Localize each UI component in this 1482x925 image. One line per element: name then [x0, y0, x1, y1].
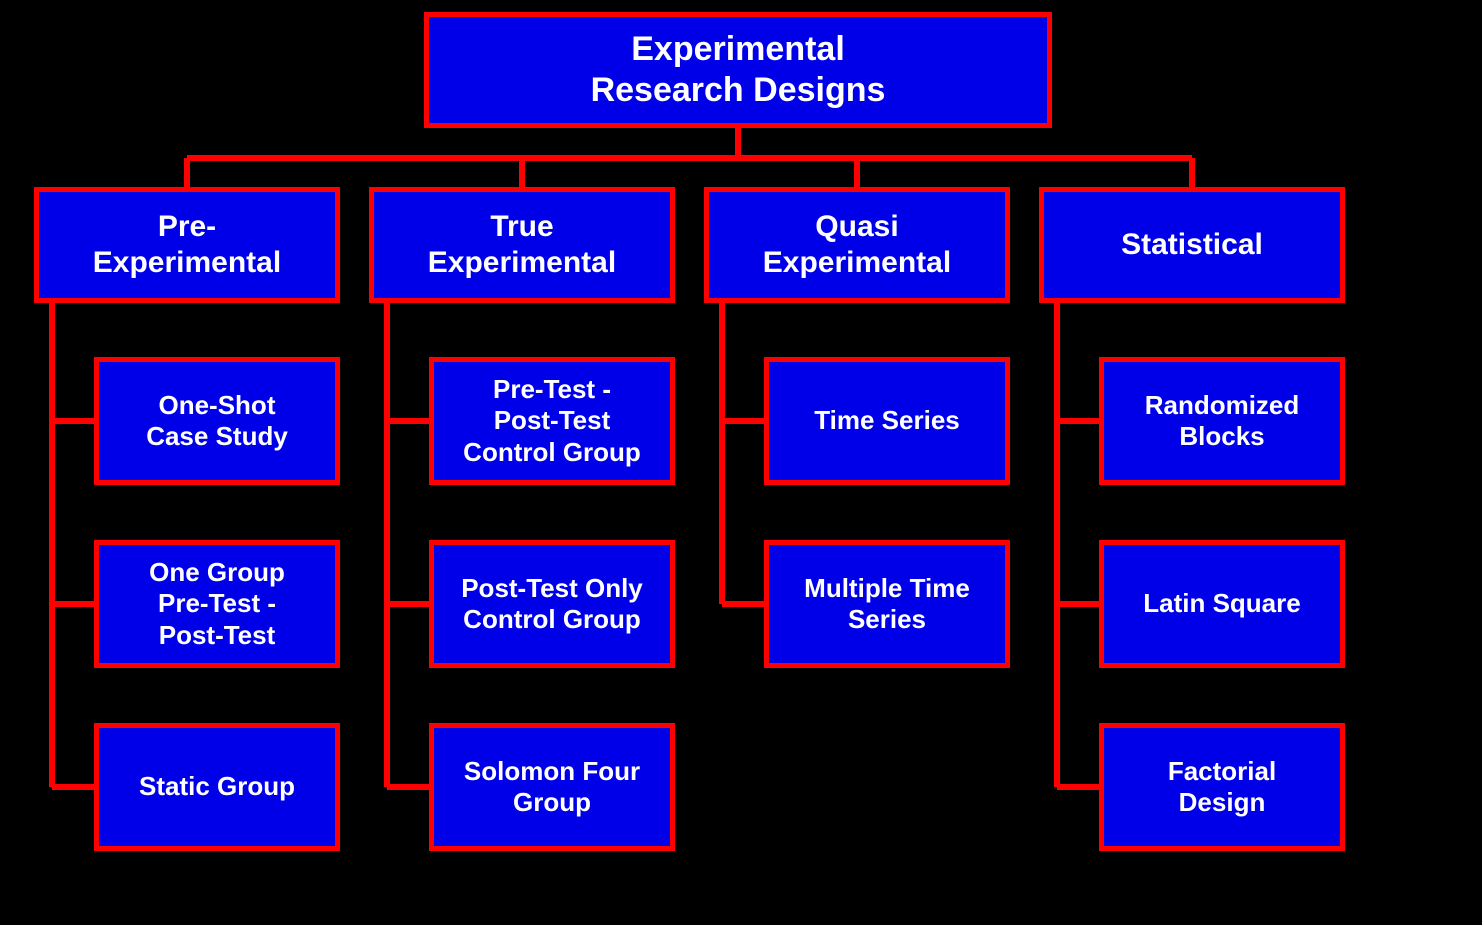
node-factorial-design: FactorialDesign	[1099, 723, 1345, 851]
node-posttest-only-control: Post-Test OnlyControl Group	[429, 540, 675, 668]
node-pretest-posttest-control: Pre-Test -Post-TestControl Group	[429, 357, 675, 485]
node-statistical: Statistical	[1039, 187, 1345, 303]
node-randomized-blocks: RandomizedBlocks	[1099, 357, 1345, 485]
node-pre-experimental: Pre-Experimental	[34, 187, 340, 303]
node-root: ExperimentalResearch Designs	[424, 12, 1052, 128]
node-time-series: Time Series	[764, 357, 1010, 485]
node-static-group: Static Group	[94, 723, 340, 851]
node-one-group-pretest-posttest: One GroupPre-Test -Post-Test	[94, 540, 340, 668]
node-solomon-four-group: Solomon FourGroup	[429, 723, 675, 851]
node-latin-square: Latin Square	[1099, 540, 1345, 668]
node-one-shot-case-study: One-ShotCase Study	[94, 357, 340, 485]
node-quasi-experimental: QuasiExperimental	[704, 187, 1010, 303]
node-multiple-time-series: Multiple TimeSeries	[764, 540, 1010, 668]
node-true-experimental: TrueExperimental	[369, 187, 675, 303]
